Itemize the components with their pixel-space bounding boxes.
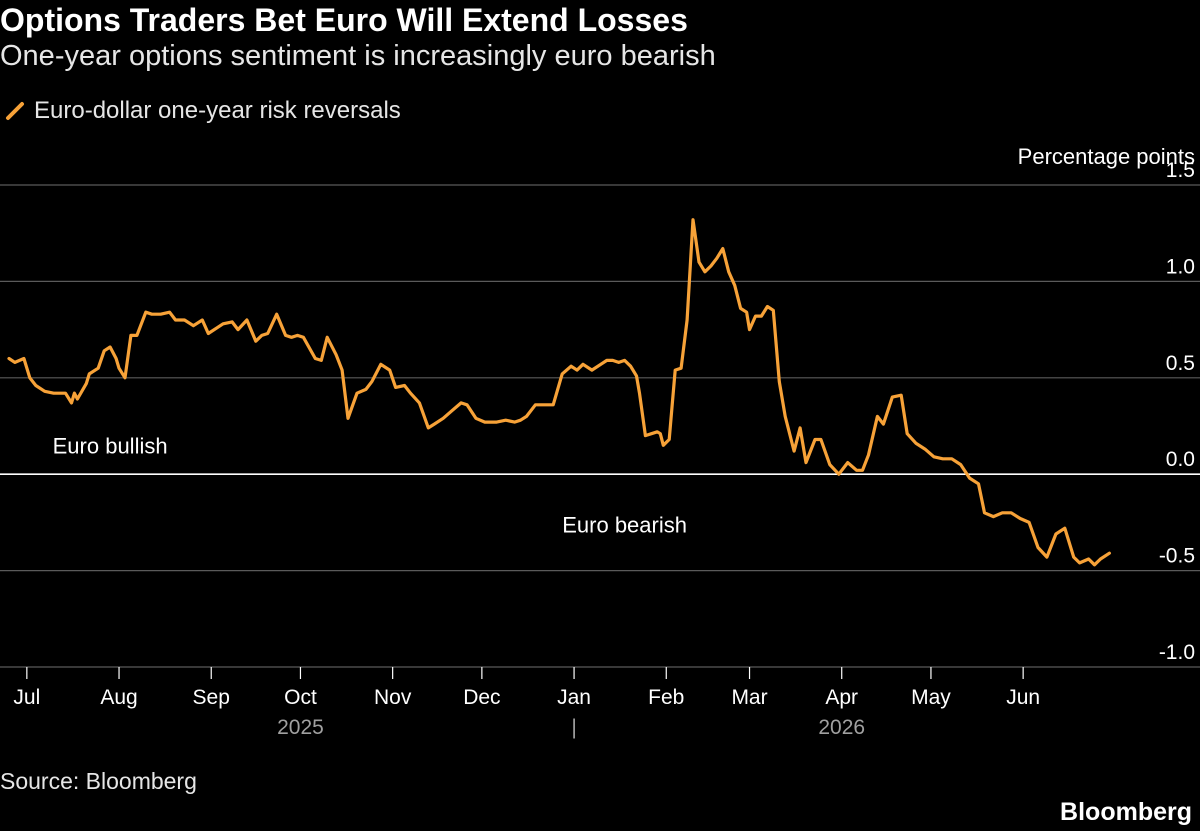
x-tick-label: Jun xyxy=(1006,686,1040,709)
annotation-label: Euro bearish xyxy=(562,512,687,537)
x-tick-label: Mar xyxy=(731,686,767,709)
axes: 1.5 1.0 0.5 0.0 -0.5 -1.0 Percentage points Jul… xyxy=(13,144,1195,739)
legend: Euro-dollar one-year risk reversals xyxy=(4,97,401,125)
series-layer xyxy=(7,218,1112,567)
series-line xyxy=(7,218,1112,567)
legend-swatch-icon xyxy=(6,102,24,120)
x-tick-label: Oct xyxy=(284,686,317,709)
x-tick-label: May xyxy=(911,686,951,709)
y-tick-label: 0.5 xyxy=(1166,352,1195,375)
x-tick-label: Aug xyxy=(100,686,137,709)
annotation-label: Euro bullish xyxy=(53,433,168,458)
x-tick-label: Jul xyxy=(13,686,40,709)
y-tick-label: -0.5 xyxy=(1159,545,1195,568)
brand-logo: Bloomberg xyxy=(1060,798,1192,826)
x-tick-label: Feb xyxy=(648,686,684,709)
year-label: 2025 xyxy=(277,716,324,739)
y-tick-label: -1.0 xyxy=(1159,641,1195,664)
y-tick-label: 1.0 xyxy=(1166,255,1195,278)
source-note: Source: Bloomberg xyxy=(0,768,197,794)
y-axis-label: Percentage points xyxy=(1018,144,1195,169)
x-tick-label: Nov xyxy=(374,686,412,709)
gridlines xyxy=(0,184,1200,668)
year-label: 2026 xyxy=(818,716,865,739)
line-chart: 1.5 1.0 0.5 0.0 -0.5 -1.0 Percentage points Jul… xyxy=(0,144,1200,739)
x-tick-label: Jan xyxy=(557,686,591,709)
legend-label: Euro-dollar one-year risk reversals xyxy=(34,97,401,124)
annotations: Euro bullish Euro bearish xyxy=(53,433,687,537)
chart-title: Options Traders Bet Euro Will Extend Los… xyxy=(0,2,688,38)
x-tick-label: Dec xyxy=(463,686,500,709)
y-tick-label: 1.5 xyxy=(1166,159,1195,182)
x-tick-label: Sep xyxy=(193,686,230,709)
year-divider: | xyxy=(571,716,576,739)
x-tick-label: Apr xyxy=(825,686,858,709)
y-tick-label: 0.0 xyxy=(1166,448,1195,471)
chart-subtitle: One-year options sentiment is increasing… xyxy=(0,40,716,72)
